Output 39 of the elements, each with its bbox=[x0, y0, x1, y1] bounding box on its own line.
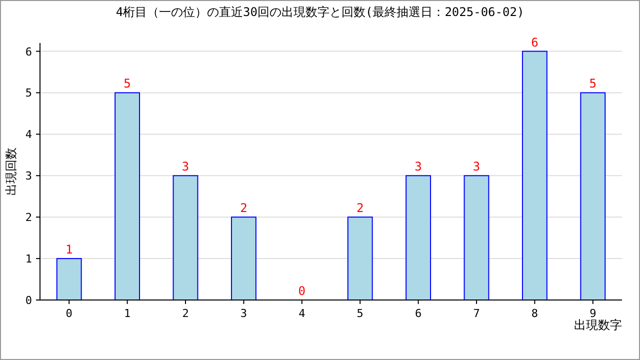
y-tick-label: 2 bbox=[25, 211, 32, 224]
x-tick-label: 1 bbox=[124, 307, 131, 320]
y-tick-label: 0 bbox=[25, 294, 32, 307]
y-tick-label: 6 bbox=[25, 45, 32, 58]
x-tick-label: 2 bbox=[182, 307, 189, 320]
data-label: 1 bbox=[65, 242, 73, 257]
bar bbox=[56, 258, 82, 300]
y-tick-label: 3 bbox=[25, 170, 32, 183]
bar bbox=[580, 92, 606, 300]
data-label: 5 bbox=[589, 76, 597, 91]
bar bbox=[172, 175, 198, 300]
bar bbox=[406, 175, 432, 300]
data-label: 3 bbox=[414, 160, 422, 174]
data-label: 0 bbox=[298, 284, 306, 298]
y-axis-title: 出現回数 bbox=[4, 148, 18, 196]
bar bbox=[230, 216, 256, 300]
x-tick-label: 7 bbox=[473, 307, 480, 320]
y-tick-label: 4 bbox=[25, 128, 32, 142]
chart-title: 4桁目（一の位）の直近30回の出現数字と回数(最終抽選日：2025-06-02) bbox=[116, 5, 524, 19]
data-label: 2 bbox=[356, 201, 364, 216]
x-tick-label: 8 bbox=[531, 307, 538, 320]
data-label: 3 bbox=[182, 160, 190, 174]
y-tick-label: 1 bbox=[25, 252, 32, 266]
y-tick-label: 5 bbox=[25, 86, 32, 100]
bar bbox=[114, 92, 140, 300]
x-tick-label: 9 bbox=[590, 307, 596, 320]
data-label: 5 bbox=[124, 76, 131, 91]
bar bbox=[464, 175, 490, 300]
x-tick-label: 5 bbox=[356, 307, 364, 320]
x-tick-label: 3 bbox=[240, 307, 248, 320]
x-axis-title: 出現数字 bbox=[574, 318, 622, 332]
x-tick-label: 4 bbox=[298, 307, 306, 320]
x-tick-label: 6 bbox=[414, 307, 422, 320]
bar bbox=[522, 50, 548, 300]
x-tick-label: 0 bbox=[66, 307, 72, 320]
data-label: 3 bbox=[472, 160, 480, 174]
bar bbox=[347, 216, 373, 300]
data-label: 6 bbox=[531, 35, 538, 50]
data-label: 2 bbox=[240, 201, 248, 216]
